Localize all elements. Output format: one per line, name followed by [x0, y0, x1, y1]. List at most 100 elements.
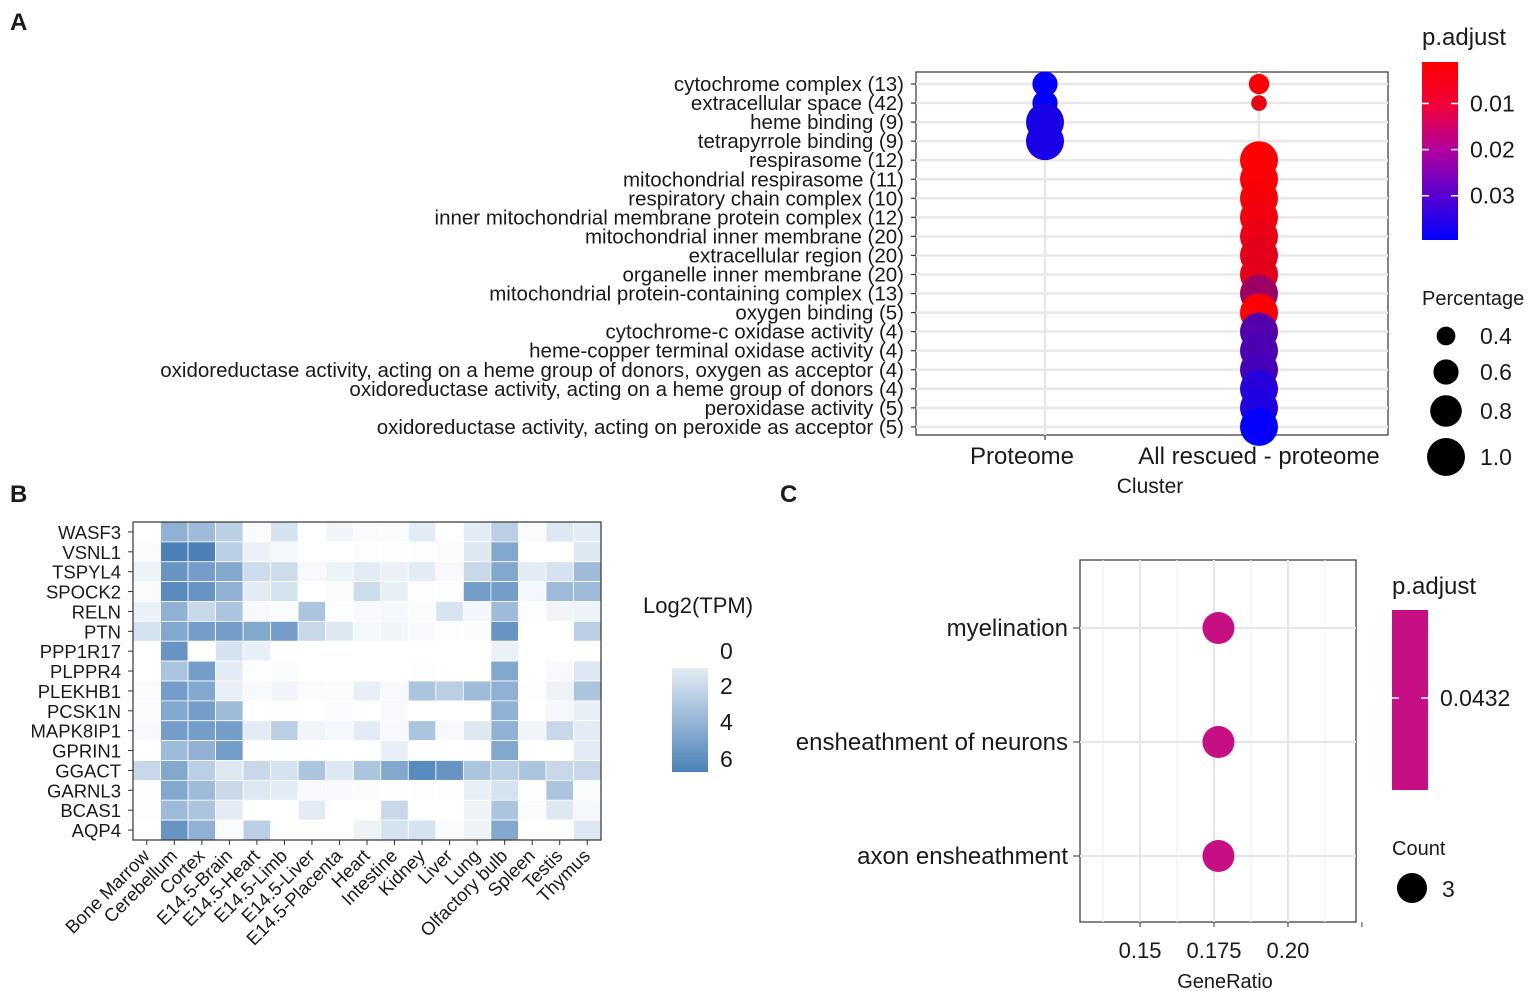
heatmap-cell: [518, 779, 547, 801]
heatmap-cell: [435, 601, 464, 622]
heatmap-cell: [462, 640, 492, 662]
heatmap-cell: [187, 640, 216, 662]
y-tick-label: extracellular region (20): [689, 244, 904, 267]
heatmap-cell: [297, 521, 327, 543]
heatmap-cell: [242, 581, 272, 602]
panel-b-heatmap: WASF3VSNL1TSPYL4SPOCK2RELNPTNPPP1R17PLPP…: [31, 521, 753, 949]
heatmap-cell: [407, 620, 437, 642]
heatmap-cell: [160, 680, 189, 702]
heatmap-cell: [435, 541, 464, 563]
size-legend-label: 0.4: [1480, 323, 1512, 349]
row-label: WASF3: [58, 522, 121, 543]
heatmap-cell: [215, 620, 244, 642]
p-adjust-colorbar: [1392, 610, 1428, 790]
heatmap-cell: [462, 521, 492, 543]
heatmap-cell: [462, 740, 492, 761]
heatmap-cell: [242, 620, 272, 642]
heatmap-cell: [545, 521, 574, 543]
heatmap-cell: [132, 541, 161, 563]
x-axis-title: GeneRatio: [1177, 971, 1273, 991]
heatmap-cell: [518, 700, 547, 722]
heatmap-cell: [380, 660, 409, 682]
heatmap-cell: [490, 720, 519, 742]
heatmap-cell: [187, 620, 216, 642]
heatmap-cell: [325, 581, 354, 602]
heatmap-cell: [462, 601, 492, 622]
heatmap-cell: [297, 640, 327, 662]
heatmap-cell: [380, 561, 409, 583]
tpm-colorbar: [672, 668, 708, 772]
heatmap-cell: [132, 779, 161, 801]
size-legend-label: 3: [1442, 876, 1455, 902]
y-tick-label: organelle inner membrane (20): [623, 264, 904, 287]
heatmap-cell: [435, 740, 464, 761]
heatmap-cell: [160, 521, 189, 543]
y-tick-label: cytochrome complex (13): [674, 73, 904, 96]
y-tick-label: myelination: [947, 615, 1068, 642]
heatmap-cell: [490, 561, 519, 583]
heatmap-cell: [380, 620, 409, 642]
panel-letter-c: C: [780, 481, 797, 508]
heatmap-cell: [462, 561, 492, 583]
heatmap-cell: [573, 779, 602, 801]
heatmap-cell: [380, 601, 409, 622]
heatmap-cell: [187, 521, 216, 543]
heatmap-cell: [160, 760, 189, 781]
heatmap-cell: [407, 720, 437, 742]
heatmap-cell: [325, 720, 354, 742]
heatmap-cell: [573, 760, 602, 781]
heatmap-cell: [270, 760, 299, 781]
heatmap-cell: [242, 521, 272, 543]
heatmap-cell: [187, 601, 216, 622]
heatmap-cell: [132, 620, 161, 642]
heatmap-cell: [462, 779, 492, 801]
heatmap-cell: [573, 521, 602, 543]
heatmap-cell: [380, 521, 409, 543]
heatmap-cell: [380, 740, 409, 761]
heatmap-cell: [132, 740, 161, 761]
heatmap-cell: [545, 660, 574, 682]
heatmap-cell: [545, 700, 574, 722]
row-label: TSPYL4: [52, 562, 121, 583]
heatmap-cell: [242, 640, 272, 662]
heatmap-cell: [407, 640, 437, 662]
colorbar-label: 2: [720, 673, 733, 699]
heatmap-cell: [352, 541, 382, 563]
heatmap-cell: [352, 799, 382, 821]
row-label: PLEKHB1: [38, 681, 121, 702]
heatmap-cell: [518, 581, 547, 602]
heatmap-cell: [462, 660, 492, 682]
y-tick-label: peroxidase activity (5): [705, 397, 904, 420]
y-tick-label: inner mitochondrial membrane protein com…: [435, 206, 904, 229]
x-tick-label: 0.15: [1119, 938, 1162, 963]
colorbar-label: 0.01: [1470, 91, 1515, 117]
heatmap-cell: [270, 561, 299, 583]
heatmap-cell: [160, 561, 189, 583]
heatmap-cell: [297, 799, 327, 821]
data-point: [1202, 612, 1235, 644]
heatmap-cell: [242, 660, 272, 682]
heatmap-cell: [435, 799, 464, 821]
row-label: BCAS1: [60, 800, 121, 821]
heatmap-cell: [545, 561, 574, 583]
y-tick-label: cytochrome-c oxidase activity (4): [606, 321, 904, 344]
heatmap-cell: [518, 680, 547, 702]
heatmap-cell: [573, 581, 602, 602]
heatmap-cell: [352, 819, 382, 841]
heatmap-cell: [573, 601, 602, 622]
heatmap-cell: [545, 680, 574, 702]
heatmap-cell: [187, 720, 216, 742]
heatmap-cell: [490, 541, 519, 563]
y-tick-label: mitochondrial inner membrane (20): [585, 225, 904, 248]
heatmap-cell: [132, 680, 161, 702]
heatmap-cell: [407, 601, 437, 622]
panel-a-dotplot: cytochrome complex (13)extracellular spa…: [160, 24, 1524, 498]
heatmap-cell: [352, 620, 382, 642]
row-label: PCSK1N: [47, 701, 121, 722]
heatmap-cell: [132, 819, 161, 841]
heatmap-cell: [573, 700, 602, 722]
heatmap-cell: [407, 680, 437, 702]
heatmap-cell: [270, 581, 299, 602]
heatmap-cell: [490, 640, 519, 662]
heatmap-cell: [325, 779, 354, 801]
